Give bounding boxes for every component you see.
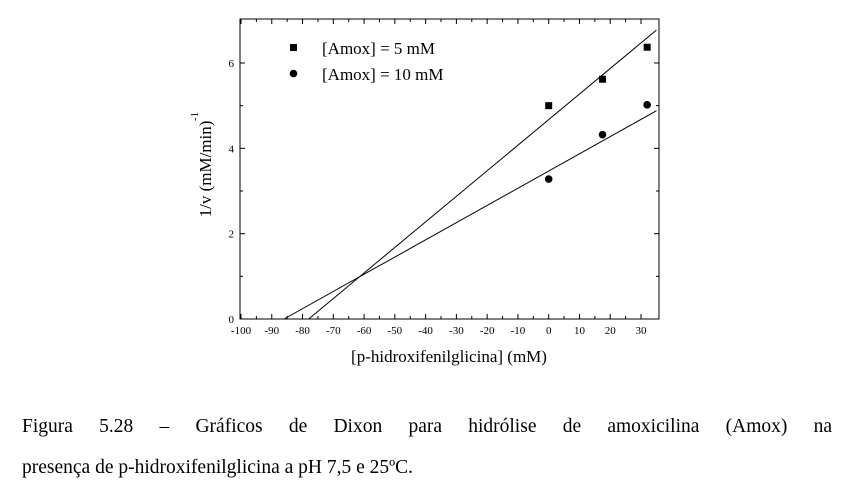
fit-line-series-1 [308, 29, 657, 320]
legend-circle-icon [289, 69, 298, 78]
square-marker [643, 43, 651, 51]
figure-caption-line-2: presença de p-hidroxifenilglicina a pH 7… [22, 457, 414, 478]
y-tick-label: 6 [229, 58, 235, 70]
legend: [Amox] = 5 mM [Amox] = 10 mM [289, 39, 444, 84]
dixon-plot: -100 -90 -80 -70 -60 -50 -40 -30 -20 -10 0 10 20 3002… [189, 18, 660, 366]
plot-frame [239, 18, 660, 320]
y-axis-label: 1/v (mM/min) -1 [189, 112, 215, 218]
circle-marker [544, 175, 553, 183]
figure-caption-line-1: Figura 5.28 – Gráficos de Dixon para hid… [22, 416, 832, 437]
legend-label: [Amox] = 5 mM [322, 39, 435, 58]
x-axis-label: [p-hidroxifenilglicina] (mM) [351, 347, 547, 366]
data-points [544, 43, 651, 183]
circle-marker [643, 101, 651, 109]
circle-marker [598, 130, 607, 139]
x-tick-label: 20 [605, 325, 617, 337]
x-tick-label: -10 [511, 325, 526, 337]
y-axis-label-main: 1/v (mM/min) [196, 121, 215, 218]
y-tick-label: 4 [229, 143, 235, 155]
x-tick-label: -90 [264, 325, 279, 337]
x-tick-label: -20 [480, 325, 495, 337]
x-tick-label: 10 [574, 325, 586, 337]
square-marker [599, 75, 607, 83]
legend-label: [Amox] = 10 mM [322, 65, 444, 84]
y-tick-label: 0 [229, 314, 235, 326]
legend-square-icon [290, 44, 297, 51]
x-tick-label: -50 [388, 325, 403, 337]
x-tick-label: 30 [636, 325, 648, 337]
fit-lines [283, 29, 657, 320]
square-marker [545, 102, 553, 110]
x-tick-label: -70 [326, 325, 341, 337]
x-tick-label: -80 [295, 325, 310, 337]
y-axis-label-exponent: -1 [189, 112, 201, 121]
x-tick-label: -30 [449, 325, 464, 337]
x-tick-label: -100 [231, 325, 252, 337]
y-tick-label: 2 [229, 229, 235, 241]
x-tick-label: -60 [357, 325, 372, 337]
svg-text:1/v (mM/min): 1/v (mM/min) [196, 121, 215, 218]
x-tick-label: 0 [546, 325, 552, 337]
axis-ticks: -100 -90 -80 -70 -60 -50 -40 -30 -20 -10 0 10 20 3002… [229, 19, 659, 337]
x-tick-label: -40 [418, 325, 433, 337]
fit-line-series-2 [283, 110, 657, 320]
